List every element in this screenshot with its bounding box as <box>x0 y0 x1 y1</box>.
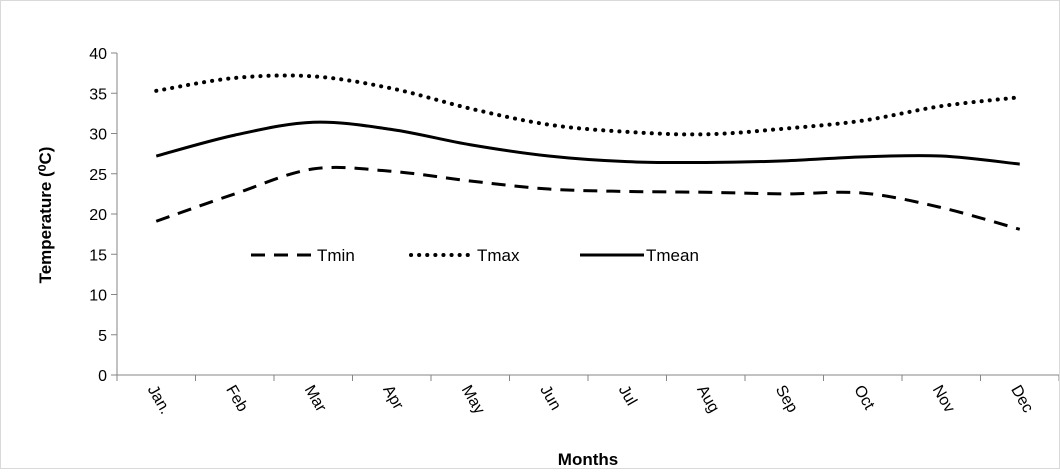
y-tick-label: 5 <box>98 328 107 345</box>
axes: 0 5 10 15 20 25 30 35 40 Jan. Feb Mar Apr May Jun Jul Au… <box>89 46 1060 418</box>
x-tick-label: Aug <box>693 383 722 416</box>
y-tick-label: 40 <box>89 46 107 63</box>
x-tick-label: Jun <box>536 383 564 414</box>
legend: Tmin Tmax Tmean <box>251 246 699 265</box>
y-tick-label: 20 <box>89 207 107 224</box>
x-axis-title: Months <box>558 450 618 468</box>
y-tick-label: 25 <box>89 167 107 184</box>
x-tick-label: Dec <box>1007 383 1036 416</box>
x-tick-label: Jan. <box>144 383 174 418</box>
series-layer <box>154 73 1022 231</box>
legend-label-tmin: Tmin <box>317 246 355 265</box>
x-tick-label: Nov <box>929 383 958 416</box>
series-line-tmean <box>155 120 1020 166</box>
y-tick-label: 0 <box>98 368 107 385</box>
legend-label-tmax: Tmax <box>477 246 520 265</box>
y-tick-label: 15 <box>89 247 107 264</box>
y-axis-title: Temperature (⁰C) <box>36 147 55 284</box>
x-tick-label: Jul <box>615 383 640 409</box>
y-tick-label: 10 <box>89 288 107 305</box>
series-line-tmin <box>155 165 1021 231</box>
x-tick-label: Oct <box>850 383 877 414</box>
y-tick-label: 35 <box>89 86 107 103</box>
x-tick-label: Sep <box>772 383 801 416</box>
legend-label-tmean: Tmean <box>646 246 699 265</box>
series-line-tmax <box>154 73 1022 137</box>
x-tick-label: Mar <box>301 383 330 416</box>
x-tick-label: May <box>458 383 488 418</box>
y-tick-label: 30 <box>89 127 107 144</box>
x-tick-label: Apr <box>379 383 407 414</box>
x-tick-label: Feb <box>222 383 251 415</box>
